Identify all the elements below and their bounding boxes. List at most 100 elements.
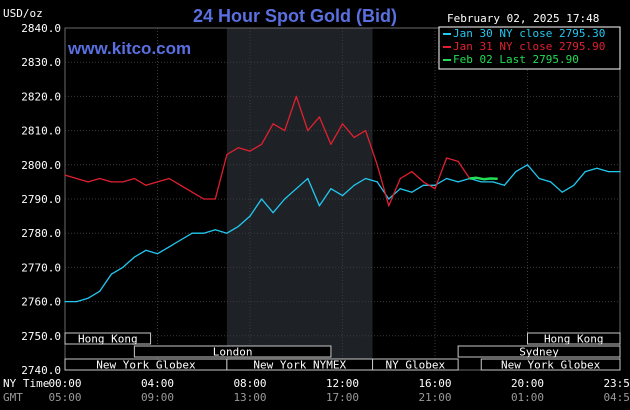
website-label[interactable]: www.kitco.com xyxy=(67,39,191,58)
x-tick-label-ny: 12:00 xyxy=(326,377,359,390)
data-point xyxy=(341,194,344,197)
data-point xyxy=(422,181,425,183)
y-tick-label: 2830.0 xyxy=(21,56,61,69)
session-label: New York NYMEX xyxy=(253,359,346,372)
data-point xyxy=(203,232,205,234)
data-point xyxy=(482,178,485,180)
data-point xyxy=(596,167,598,169)
price-series xyxy=(64,95,621,303)
data-point xyxy=(388,198,390,200)
data-point xyxy=(561,191,563,193)
data-point xyxy=(330,143,332,145)
data-point xyxy=(422,184,425,186)
y-tick-label: 2770.0 xyxy=(21,261,61,274)
data-point xyxy=(133,177,135,180)
data-point xyxy=(110,181,112,183)
date-stamp: February 02, 2025 17:48 xyxy=(447,12,599,25)
x-axis-ticks: 00:00 04:00 08:00 12:00 16:00 20:00 23:59 05:00… xyxy=(48,377,630,404)
data-point xyxy=(619,171,621,173)
x-tick-label-gmt: 17:00 xyxy=(326,391,359,404)
data-point xyxy=(341,123,344,125)
data-point xyxy=(445,177,448,180)
session-bar xyxy=(480,358,621,371)
x-tick-label-ny: 20:00 xyxy=(511,377,544,390)
data-point xyxy=(434,188,436,190)
y-axis-ticks: 2840.0 2830.0 2820.0 2810.0 2800.0 2790.0 2780… xyxy=(21,22,61,377)
session-bar xyxy=(457,345,621,358)
data-point xyxy=(445,157,448,159)
x-tick-label-gmt: 05:00 xyxy=(48,391,81,404)
data-point xyxy=(180,239,182,241)
data-point xyxy=(318,205,320,207)
data-point xyxy=(156,253,159,255)
session-label: New York Globex xyxy=(501,359,601,372)
legend-entry: Jan 31 NY close 2795.90 xyxy=(453,40,605,53)
data-point xyxy=(489,177,492,180)
data-point xyxy=(584,171,586,173)
data-point xyxy=(133,256,135,258)
ny-time-label: NY Time xyxy=(3,377,49,390)
session-label: New York Globex xyxy=(96,359,196,372)
data-point xyxy=(503,184,505,186)
x-tick-label-ny: 16:00 xyxy=(418,377,451,390)
y-tick-label: 2740.0 xyxy=(21,364,61,377)
data-point xyxy=(526,164,529,166)
data-point xyxy=(122,181,124,183)
session-label: Hong Kong xyxy=(544,333,604,346)
x-tick-label-gmt: 04:59 xyxy=(603,391,630,404)
session-label: Sydney xyxy=(519,346,559,359)
data-point xyxy=(110,273,112,275)
data-point xyxy=(168,177,170,180)
x-tick-label-gmt: 01:00 xyxy=(511,391,544,404)
x-tick-label-ny: 04:00 xyxy=(141,377,174,390)
data-point xyxy=(307,130,309,132)
data-point xyxy=(411,191,413,193)
data-point xyxy=(365,130,367,132)
data-point xyxy=(573,184,575,186)
data-point xyxy=(226,153,228,156)
data-point xyxy=(64,301,66,303)
data-point xyxy=(318,116,320,118)
data-point xyxy=(365,177,367,180)
y-tick-label: 2820.0 xyxy=(21,90,61,103)
data-point xyxy=(260,143,263,145)
legend-entry: Feb 02 Last 2795.90 xyxy=(453,53,579,66)
session-label: NY Globex xyxy=(386,359,446,372)
data-point xyxy=(191,191,193,193)
session-bar xyxy=(64,332,152,345)
data-point xyxy=(180,184,182,186)
data-point xyxy=(353,136,355,139)
data-point xyxy=(122,266,124,268)
x-tick-label-gmt: 13:00 xyxy=(233,391,266,404)
data-point xyxy=(249,215,251,217)
data-point xyxy=(87,181,89,183)
data-point xyxy=(388,205,390,207)
data-point xyxy=(249,150,251,152)
data-point xyxy=(550,181,552,183)
data-point xyxy=(99,290,101,292)
data-point xyxy=(607,171,610,173)
data-point xyxy=(307,177,309,180)
data-point xyxy=(99,177,101,180)
x-tick-label-ny: 00:00 xyxy=(48,377,81,390)
data-point xyxy=(272,212,274,214)
data-point xyxy=(538,177,540,180)
data-point xyxy=(145,184,147,186)
data-point xyxy=(64,174,66,176)
y-tick-label: 2840.0 xyxy=(21,22,61,35)
data-point xyxy=(237,147,240,149)
session-bar xyxy=(133,345,332,358)
data-point xyxy=(272,123,274,125)
y-tick-label: 2790.0 xyxy=(21,193,61,206)
data-point xyxy=(75,177,78,180)
data-point xyxy=(515,171,517,173)
data-point xyxy=(295,188,297,190)
y-tick-label: 2750.0 xyxy=(21,330,61,343)
y-tick-label: 2810.0 xyxy=(21,125,61,138)
data-point xyxy=(156,181,159,183)
data-point xyxy=(237,225,240,227)
data-point xyxy=(457,181,459,183)
